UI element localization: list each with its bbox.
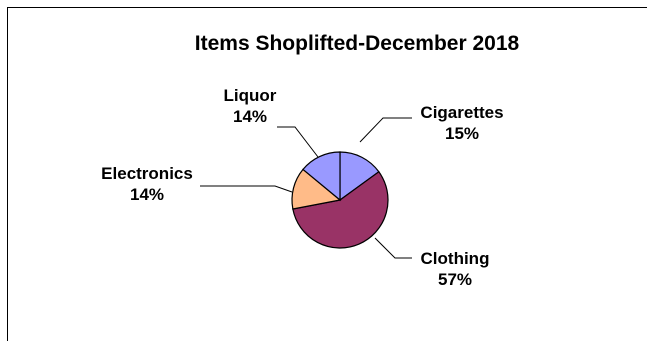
leader-line-clothing [374,237,412,259]
slice-value-cigarettes: 15% [445,124,479,143]
slice-value-liquor: 14% [233,107,267,126]
leader-line-cigarettes [359,117,412,143]
slice-value-clothing: 57% [438,270,472,289]
leader-line-liquor [277,126,319,158]
chart-title: Items Shoplifted-December 2018 [195,32,520,55]
pie-slice-clothing [292,170,389,249]
slice-label-cigarettes: Cigarettes [420,103,503,122]
slice-value-electronics: 14% [130,185,164,204]
slice-label-electronics: Electronics [101,164,193,183]
leader-line-electronics [200,185,293,193]
slice-label-clothing: Clothing [421,249,490,268]
slice-label-liquor: Liquor [224,86,277,105]
pie-slice-liquor [302,151,341,202]
